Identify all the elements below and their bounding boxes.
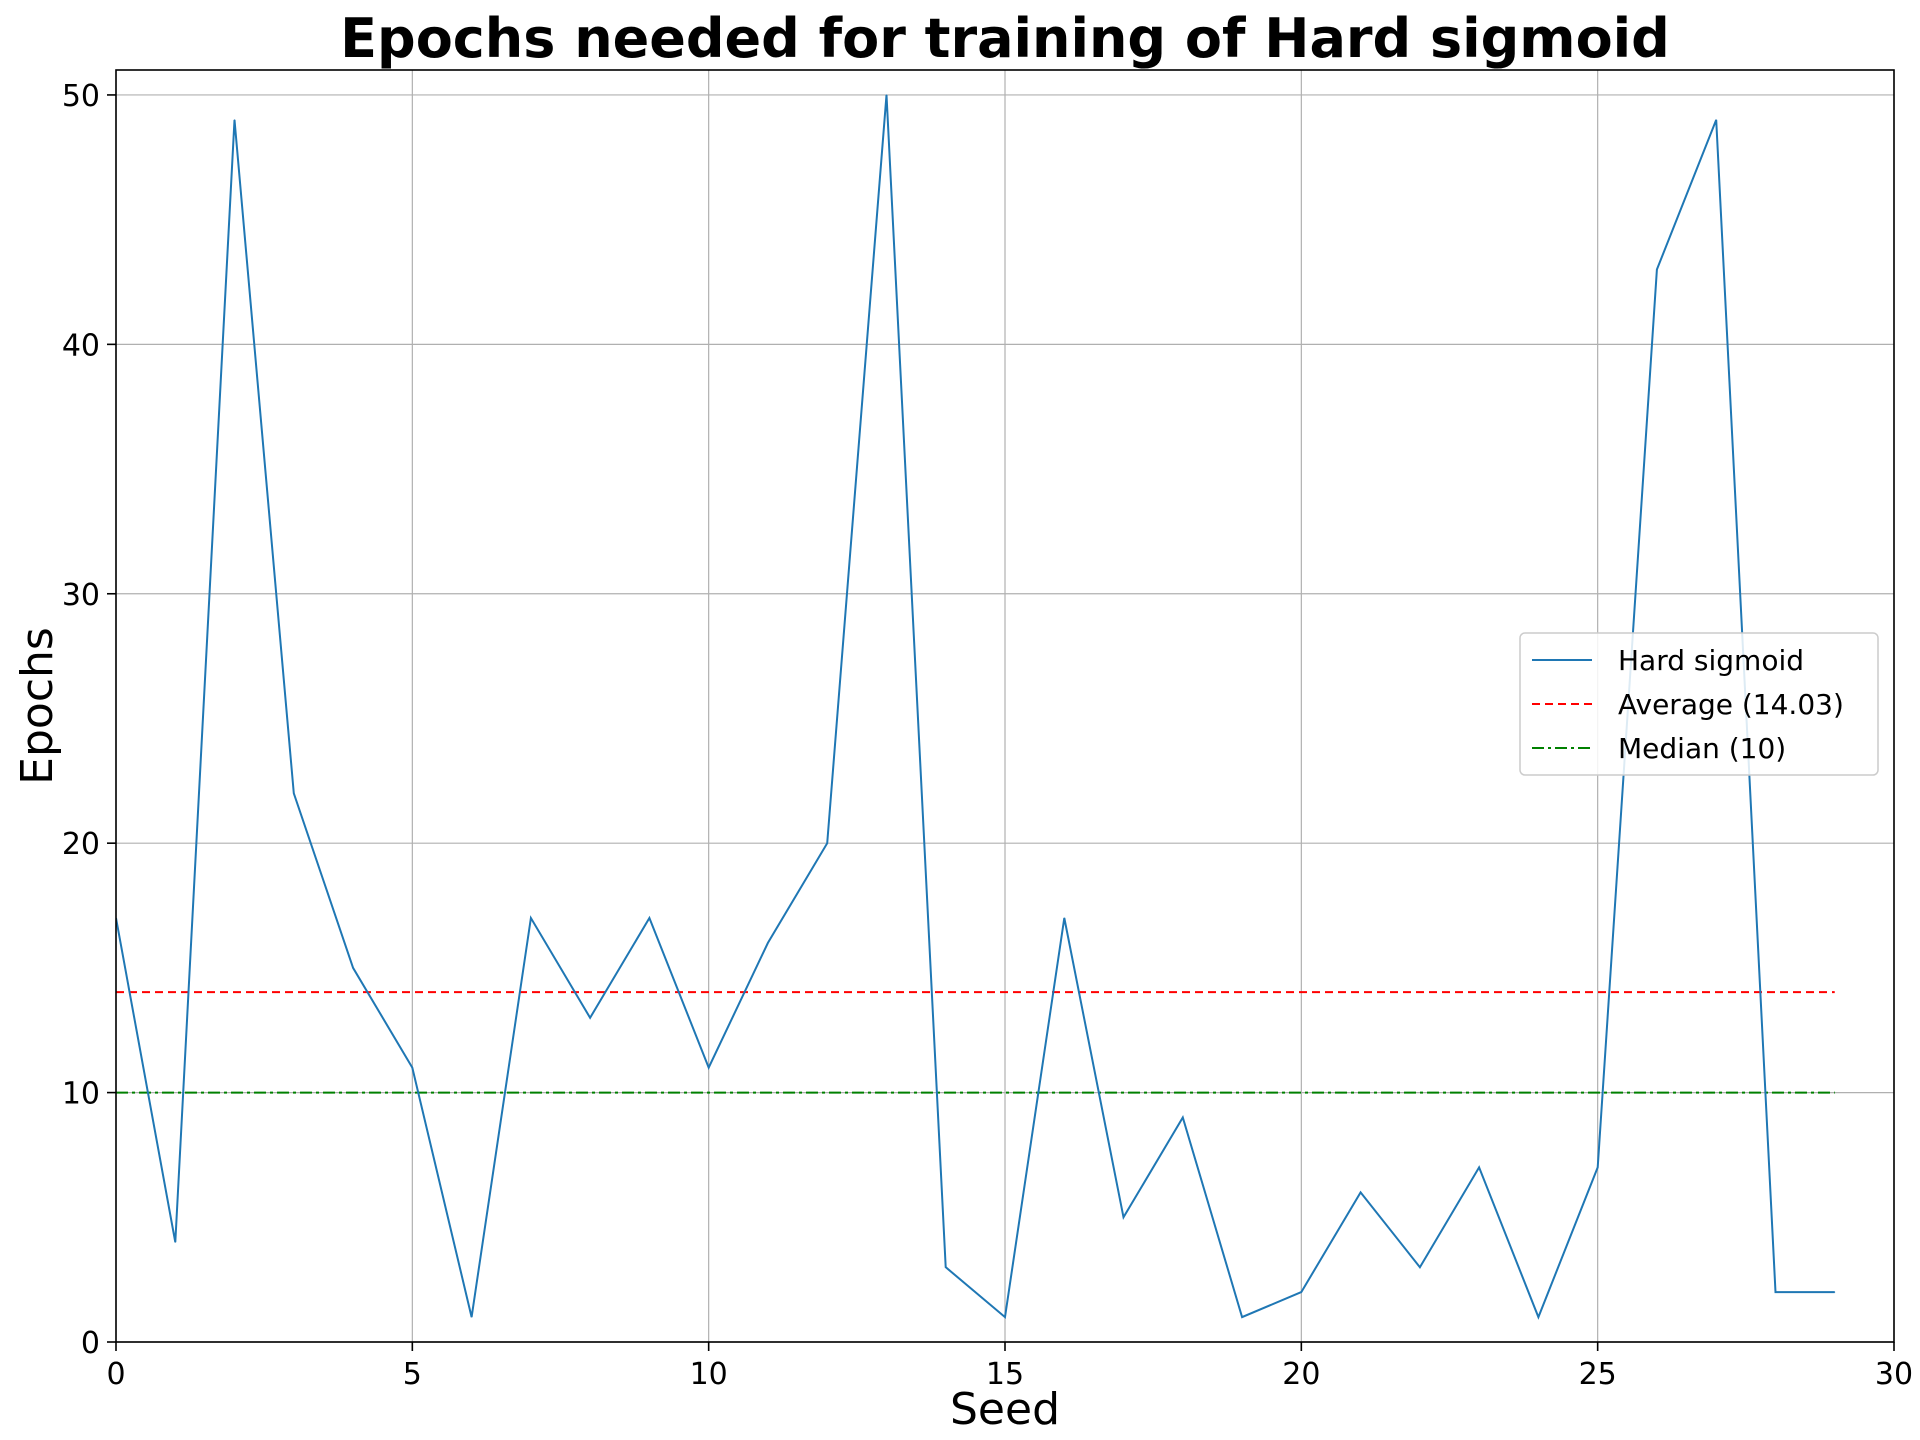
- y-tick-label: 20: [62, 827, 100, 862]
- x-tick-label: 20: [1282, 1357, 1320, 1392]
- data-point: [1241, 1316, 1243, 1318]
- x-tick-label: 30: [1875, 1357, 1913, 1392]
- x-tick-label: 10: [690, 1357, 728, 1392]
- legend-box: [1519, 632, 1879, 776]
- data-point: [293, 792, 295, 794]
- data-point: [1300, 1291, 1302, 1293]
- data-point: [1478, 1166, 1480, 1168]
- data-point: [411, 1067, 413, 1069]
- data-point: [1063, 917, 1065, 919]
- y-tick-label: 50: [62, 79, 100, 114]
- x-axis-ticks: 0 5 10 15 20 25 30: [106, 1342, 1913, 1392]
- plot-area: [115, 94, 1836, 1320]
- data-point: [1419, 1266, 1421, 1268]
- x-tick-label: 15: [986, 1357, 1024, 1392]
- series-line-hard-sigmoid: [116, 94, 1835, 1320]
- data-point: [352, 967, 354, 969]
- data-point: [1537, 1316, 1539, 1318]
- data-point: [1004, 1316, 1006, 1318]
- data-point: [945, 1266, 947, 1268]
- y-tick-label: 30: [62, 578, 100, 613]
- legend-label: Average (14.03): [1618, 688, 1844, 721]
- chart-title: Epochs needed for training of Hard sigmo…: [340, 7, 1670, 70]
- data-point: [1656, 269, 1658, 271]
- data-point: [885, 94, 887, 96]
- data-point: [1182, 1117, 1184, 1119]
- y-axis-ticks: 0 10 20 30 40 50: [62, 79, 116, 1361]
- data-point: [1774, 1291, 1776, 1293]
- x-tick-label: 5: [403, 1357, 422, 1392]
- y-tick-label: 0: [81, 1326, 100, 1361]
- data-point: [826, 842, 828, 844]
- legend-entry-median: Median (10): [1532, 732, 1786, 765]
- data-point: [530, 917, 532, 919]
- y-axis-label: Epochs: [12, 627, 63, 785]
- data-point: [1360, 1191, 1362, 1193]
- x-axis-label: Seed: [950, 1384, 1060, 1435]
- data-point: [648, 917, 650, 919]
- y-tick-label: 40: [62, 328, 100, 363]
- x-tick-label: 25: [1579, 1357, 1617, 1392]
- legend-label: Median (10): [1618, 732, 1786, 765]
- data-point: [1597, 1166, 1599, 1168]
- data-point: [708, 1067, 710, 1069]
- x-tick-label: 0: [106, 1357, 125, 1392]
- legend-label: Hard sigmoid: [1618, 644, 1804, 677]
- data-point: [234, 119, 236, 121]
- legend: Hard sigmoid Average (14.03) Median (10): [1519, 632, 1879, 776]
- data-point: [471, 1316, 473, 1318]
- legend-entry-hard-sigmoid: Hard sigmoid: [1532, 644, 1804, 677]
- legend-entry-average: Average (14.03): [1532, 688, 1844, 721]
- data-point: [1123, 1216, 1125, 1218]
- data-point: [589, 1017, 591, 1019]
- data-point: [767, 942, 769, 944]
- data-point: [174, 1241, 176, 1243]
- data-point: [1834, 1291, 1836, 1293]
- y-tick-label: 10: [62, 1077, 100, 1112]
- data-point: [1715, 119, 1717, 121]
